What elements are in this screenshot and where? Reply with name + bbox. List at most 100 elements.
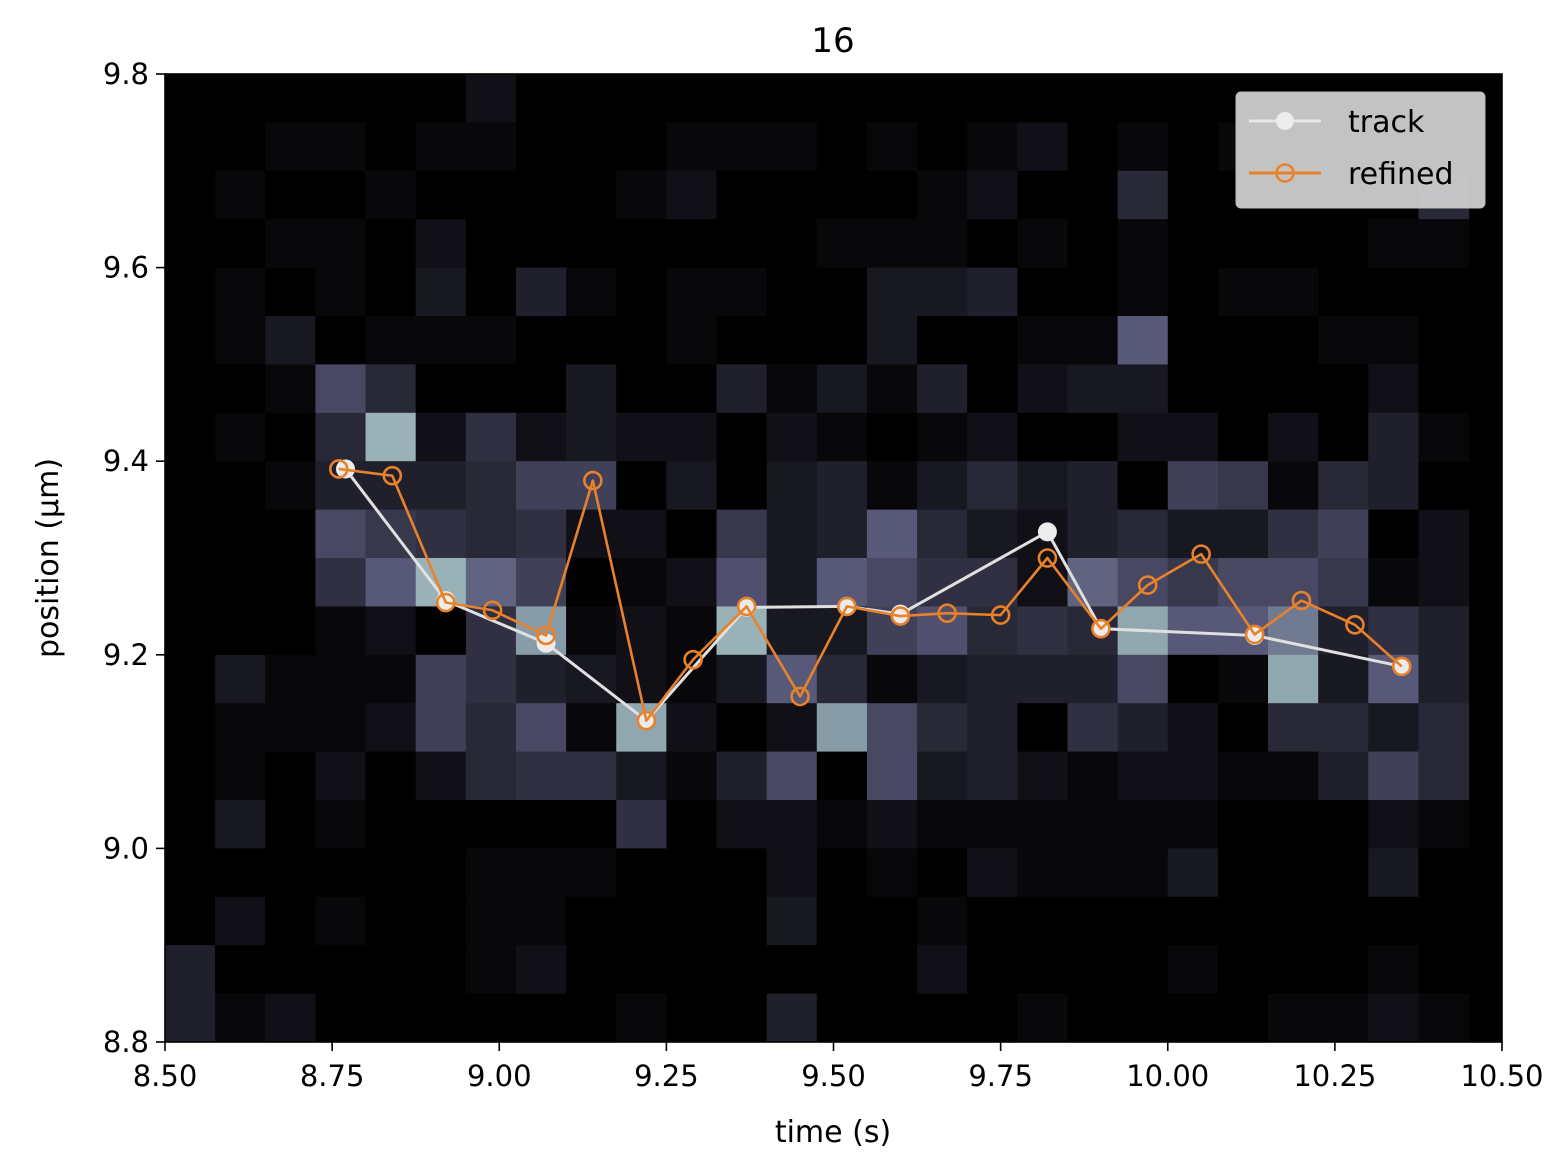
heatmap-cell xyxy=(766,412,818,462)
heatmap-cell xyxy=(716,122,768,172)
heatmap-cell xyxy=(766,945,818,995)
heatmap-cell xyxy=(917,751,968,801)
heatmap-cell xyxy=(365,364,417,414)
heatmap-cell xyxy=(816,122,868,172)
heatmap-cell xyxy=(165,122,216,172)
heatmap-cell xyxy=(215,316,266,365)
heatmap-cell xyxy=(1117,993,1169,1042)
heatmap-cell xyxy=(1167,412,1219,462)
heatmap-cell xyxy=(1368,751,1420,801)
heatmap-cell xyxy=(716,800,768,849)
heatmap-cell xyxy=(1217,751,1269,801)
heatmap-cell xyxy=(616,558,667,607)
heatmap-cell xyxy=(315,267,367,317)
heatmap-cell xyxy=(1217,896,1269,946)
heatmap-cell xyxy=(967,461,1018,511)
heatmap-cell xyxy=(365,945,417,995)
heatmap-cell xyxy=(816,412,868,462)
refined-point xyxy=(890,606,911,626)
heatmap-cell xyxy=(666,945,718,995)
x-tick-label: 9.25 xyxy=(634,1059,699,1093)
heatmap-cell xyxy=(917,848,968,898)
heatmap-cell xyxy=(1418,558,1470,607)
heatmap-cell xyxy=(1217,558,1269,607)
heatmap-cell xyxy=(816,654,868,704)
heatmap-cell xyxy=(465,219,517,269)
refined-point xyxy=(382,465,403,486)
heatmap-cell xyxy=(1067,896,1119,946)
heatmap-cell xyxy=(1368,993,1420,1042)
heatmap-cell xyxy=(917,316,968,365)
heatmap-cell xyxy=(1217,800,1269,849)
heatmap-cell xyxy=(1117,848,1169,898)
heatmap-cell xyxy=(917,412,968,462)
heatmap-cell xyxy=(816,945,868,995)
heatmap-cell xyxy=(215,267,266,317)
heatmap-cell xyxy=(1117,751,1169,801)
heatmap-cell xyxy=(1067,848,1119,898)
heatmap-cell xyxy=(716,751,768,801)
heatmap-cell xyxy=(1067,751,1119,801)
heatmap-cell xyxy=(666,461,718,511)
heatmap-cell xyxy=(1368,364,1420,414)
heatmap-cell xyxy=(165,364,216,414)
heatmap-cell xyxy=(1418,945,1470,995)
heatmap-cell xyxy=(866,703,918,753)
heatmap-cell xyxy=(1117,219,1169,269)
x-tick-label: 9.75 xyxy=(968,1059,1033,1093)
heatmap-cell xyxy=(415,848,467,898)
refined-point xyxy=(1037,548,1058,568)
heatmap-cell xyxy=(1067,74,1119,123)
heatmap-cell xyxy=(265,558,317,607)
heatmap-cell xyxy=(616,316,667,365)
heatmap-cell xyxy=(1017,751,1069,801)
heatmap-cell xyxy=(465,945,517,995)
heatmap-cell xyxy=(616,267,667,317)
heatmap-cell xyxy=(1268,751,1319,801)
heatmap-cell xyxy=(265,896,317,946)
heatmap-cell xyxy=(415,267,467,317)
heatmap-cell xyxy=(666,848,718,898)
heatmap-cell xyxy=(315,703,367,753)
heatmap-cell xyxy=(1318,654,1369,704)
refined-point xyxy=(1191,544,1211,564)
heatmap-cell xyxy=(465,993,517,1042)
heatmap-cell xyxy=(1368,703,1420,753)
heatmap-cell xyxy=(1067,945,1119,995)
heatmap-cell xyxy=(315,316,367,365)
heatmap-cell xyxy=(265,461,317,511)
heatmap-cell xyxy=(465,267,517,317)
heatmap-cell xyxy=(666,412,718,462)
heatmap-cell xyxy=(365,993,417,1042)
heatmap-cell xyxy=(766,364,818,414)
heatmap-cell xyxy=(1418,654,1470,704)
heatmap-cell xyxy=(816,993,868,1042)
heatmap-cell xyxy=(766,703,818,753)
heatmap-cell xyxy=(315,364,367,414)
heatmap-cell xyxy=(315,993,367,1042)
heatmap-cell xyxy=(917,219,968,269)
heatmap-cell xyxy=(666,751,718,801)
heatmap-cell xyxy=(315,751,367,801)
heatmap-cell xyxy=(1067,800,1119,849)
heatmap-cell xyxy=(1418,509,1470,559)
heatmap-cell xyxy=(1117,896,1169,946)
heatmap-cell xyxy=(265,606,317,656)
heatmap-cell xyxy=(1167,267,1219,317)
legend-refined-marker xyxy=(1275,163,1295,183)
heatmap-cell xyxy=(917,364,968,414)
heatmap-cell xyxy=(315,509,367,559)
heatmap-cell xyxy=(215,945,266,995)
heatmap-cell xyxy=(666,267,718,317)
heatmap-cell xyxy=(566,558,617,607)
heatmap-cell xyxy=(515,509,567,559)
heatmap-cell xyxy=(1368,267,1420,317)
heatmap-cell xyxy=(465,122,517,172)
refined-point xyxy=(937,603,957,623)
heatmap-cell xyxy=(365,896,417,946)
heatmap-cell xyxy=(1418,703,1470,753)
heatmap-cell xyxy=(315,122,367,172)
heatmap-cell xyxy=(465,558,517,607)
heatmap-cell xyxy=(1117,654,1169,704)
heatmap-cell xyxy=(465,703,517,753)
